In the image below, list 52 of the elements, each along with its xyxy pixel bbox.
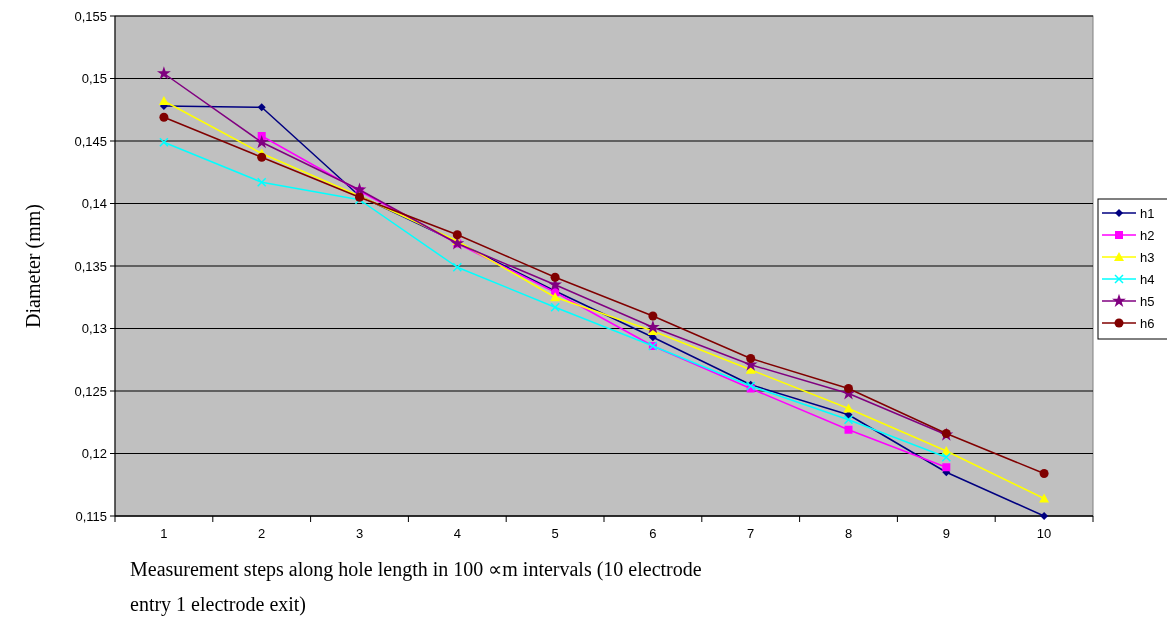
point xyxy=(844,384,853,393)
legend-label: h2 xyxy=(1140,227,1155,243)
x-tick-label: 10 xyxy=(1036,526,1052,541)
point xyxy=(941,452,952,462)
y-tick-label: 0,125 xyxy=(74,383,107,399)
legend-label: h4 xyxy=(1140,271,1155,287)
y-tick-label: 0,115 xyxy=(75,508,107,524)
x-tick-label: 8 xyxy=(844,526,853,541)
point xyxy=(746,354,756,363)
legend-label: h3 xyxy=(1140,249,1155,265)
legend-label: h1 xyxy=(1140,205,1155,221)
x-tick-label: 9 xyxy=(942,526,950,541)
point xyxy=(156,66,171,80)
point xyxy=(1039,493,1050,503)
y-tick-label: 0,145 xyxy=(74,133,107,149)
point xyxy=(550,272,560,282)
legend-label: h5 xyxy=(1140,293,1155,309)
x-tick-label: 3 xyxy=(355,526,364,541)
point xyxy=(1040,512,1049,520)
y-tick-label: 0,135 xyxy=(74,258,107,274)
point xyxy=(843,415,854,425)
point xyxy=(648,311,658,321)
point xyxy=(452,262,463,272)
x-axis-title: Measurement steps along hole length in 100 ∝m intervals (10 electrode entry 1 electrode exit) xyxy=(130,558,702,616)
point xyxy=(843,403,854,413)
point xyxy=(159,137,169,147)
point xyxy=(844,425,853,434)
y-tick-label: 0,155 xyxy=(74,8,107,24)
y-axis-title: Diameter (mm) xyxy=(22,204,45,328)
y-tick-label: 0,13 xyxy=(81,321,107,337)
x-tick-label: 7 xyxy=(747,526,755,541)
point xyxy=(158,96,169,105)
point xyxy=(159,112,169,122)
point xyxy=(452,230,462,240)
y-tick-label: 0,12 xyxy=(81,446,107,462)
point xyxy=(256,177,267,187)
x-tick-label: 6 xyxy=(649,526,657,541)
x-tick-label: 5 xyxy=(551,526,559,541)
point xyxy=(645,319,660,334)
point xyxy=(254,134,269,149)
point xyxy=(1039,469,1049,478)
x-tick-label: 2 xyxy=(258,526,266,541)
point xyxy=(942,463,951,472)
point xyxy=(550,292,561,302)
x-tick-label: 4 xyxy=(453,526,461,541)
point xyxy=(257,103,266,112)
point xyxy=(550,302,560,312)
y-tick-label: 0,15 xyxy=(81,71,107,87)
legend-label: h6 xyxy=(1140,315,1155,331)
y-tick-label: 0,14 xyxy=(81,196,107,212)
point xyxy=(257,152,267,162)
x-tick-label: 1 xyxy=(160,526,168,541)
